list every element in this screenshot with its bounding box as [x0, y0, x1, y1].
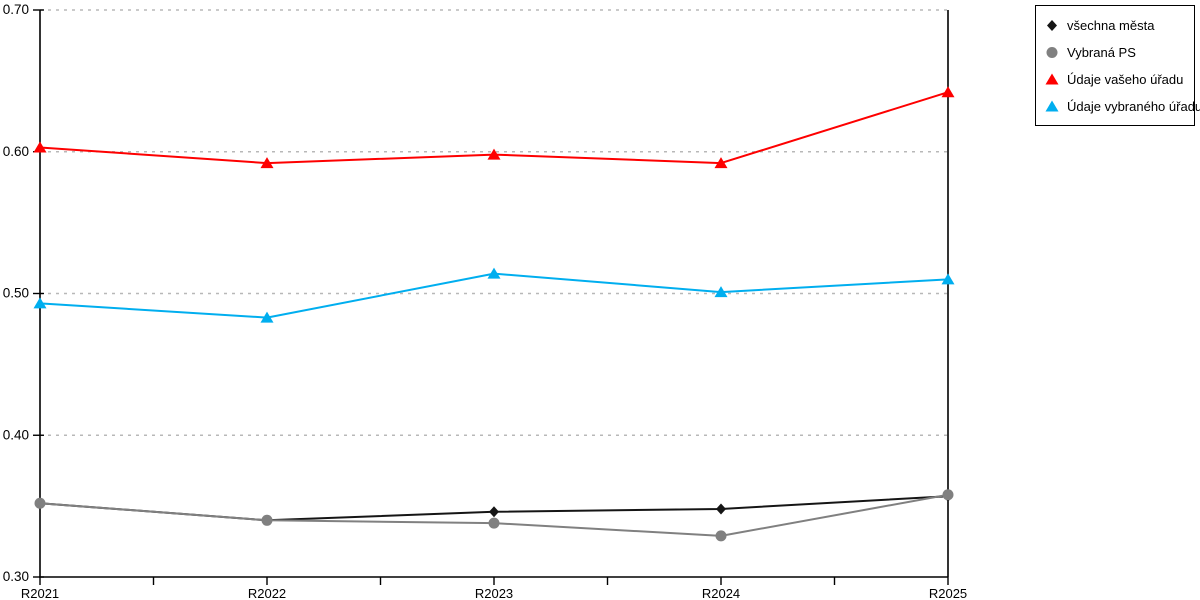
- legend-item: Údaje vašeho úřadu: [1045, 67, 1185, 91]
- diamond-legend-marker-icon: [1047, 20, 1057, 31]
- legend-marker-shape: [1045, 73, 1059, 85]
- series-line: [39, 272, 949, 319]
- legend-marker-shape: [1047, 20, 1057, 31]
- series-vybran-ps: [34, 489, 954, 542]
- data-point-marker: [714, 157, 728, 169]
- data-point-marker: [34, 497, 46, 509]
- y-axis-label: 0.30: [3, 569, 29, 584]
- series--daje-vybran-ho-adu: [33, 267, 955, 323]
- legend-item-label: Údaje vybraného úřadu: [1067, 98, 1200, 114]
- triangle-legend-marker-icon: [1045, 73, 1059, 85]
- y-axis-label: 0.50: [3, 286, 29, 301]
- x-axis-label: R2023: [475, 586, 513, 600]
- data-point-marker: [260, 311, 274, 323]
- legend-item: všechna města: [1045, 13, 1185, 37]
- legend-item-label: Vybraná PS: [1067, 44, 1136, 60]
- series--daje-va-eho-adu: [33, 86, 955, 169]
- legend-item: Vybraná PS: [1045, 40, 1185, 64]
- y-axis-label: 0.60: [3, 144, 29, 159]
- data-point-marker: [715, 530, 727, 542]
- data-point-marker: [33, 297, 47, 309]
- data-point-marker: [941, 86, 955, 98]
- data-point-marker: [261, 514, 273, 526]
- legend-item: Údaje vybraného úřadu: [1045, 94, 1200, 118]
- legend-marker-shape: [1046, 47, 1058, 58]
- y-axis-label: 0.40: [3, 427, 29, 442]
- data-point-marker: [942, 489, 954, 501]
- data-point-marker: [941, 273, 955, 285]
- data-point-marker: [488, 517, 500, 529]
- x-axis-label: R2024: [702, 586, 740, 600]
- data-point-marker: [33, 141, 47, 153]
- legend-item-label: Údaje vašeho úřadu: [1067, 71, 1184, 87]
- x-axis-label: R2025: [929, 586, 967, 600]
- data-point-marker: [489, 506, 499, 518]
- triangle-legend-marker-icon: [1045, 100, 1059, 112]
- data-point-marker: [487, 148, 501, 160]
- legend-item-label: všechna města: [1067, 17, 1155, 33]
- x-axis-label: R2021: [21, 586, 59, 600]
- x-axis-label: R2022: [248, 586, 286, 600]
- data-point-marker: [260, 157, 274, 169]
- data-point-marker: [487, 267, 501, 279]
- data-point-marker: [714, 286, 728, 298]
- legend: všechna města Vybraná PS Údaje vašeho úřad…: [1035, 5, 1200, 126]
- y-axis-label: 0.70: [3, 2, 29, 17]
- circle-legend-marker-icon: [1046, 47, 1058, 58]
- legend-marker-shape: [1045, 100, 1059, 112]
- data-point-marker: [716, 503, 726, 515]
